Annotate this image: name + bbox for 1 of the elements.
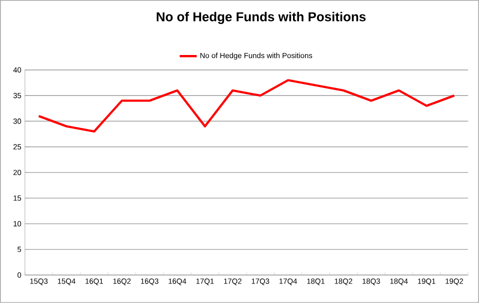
chart-title: No of Hedge Funds with Positions [156, 12, 366, 24]
